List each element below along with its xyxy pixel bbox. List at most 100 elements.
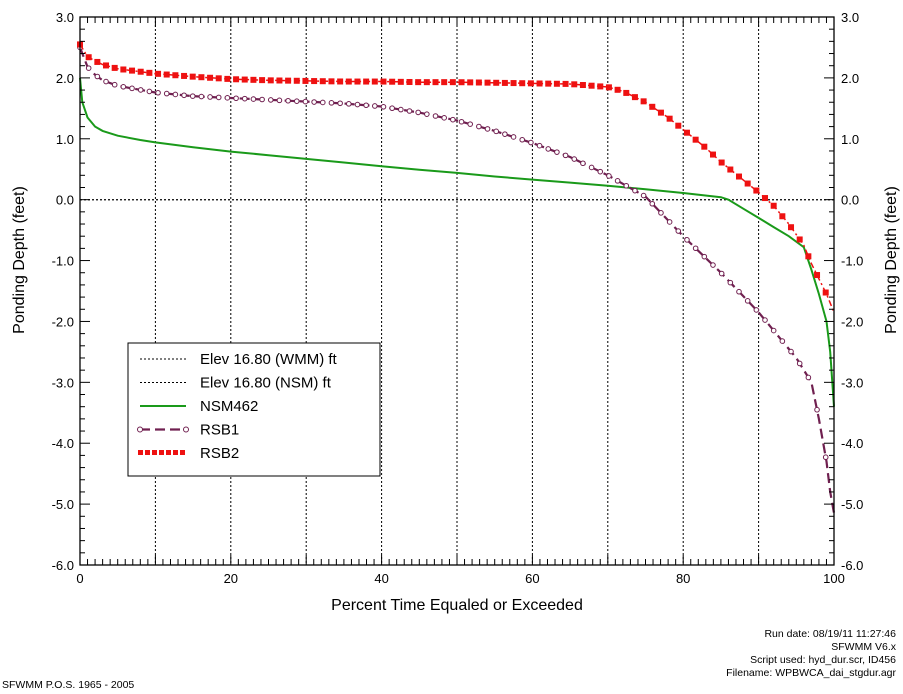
series-marker-rsb2	[397, 78, 404, 85]
series-marker-rsb1	[285, 97, 291, 104]
series-marker-rsb1	[389, 105, 395, 112]
script-used: Script used: hyd_dur.scr, ID456	[750, 654, 896, 666]
series-marker-rsb2	[579, 82, 586, 89]
series-marker-rsb2	[519, 80, 526, 87]
legend-label-rsb2: RSB2	[200, 445, 239, 462]
series-marker-rsb1	[250, 96, 257, 102]
series-marker-rsb1	[571, 156, 578, 162]
series-layer	[77, 41, 836, 514]
y-tick-label-right: 0.0	[841, 193, 859, 208]
series-marker-rsb1	[207, 94, 213, 100]
series-marker-rsb1	[675, 228, 682, 234]
series-marker-rsb2	[805, 253, 812, 260]
series-marker-rsb2	[354, 78, 361, 85]
model-version: SFWMM V6.x	[831, 641, 896, 653]
series-marker-rsb2	[155, 70, 162, 77]
series-marker-rsb2	[276, 77, 283, 84]
series-marker-rsb1	[129, 85, 135, 92]
series-marker-rsb2	[779, 213, 786, 220]
series-marker-rsb1	[380, 104, 387, 110]
series-marker-rsb1	[779, 338, 786, 344]
series-marker-rsb1	[276, 97, 283, 104]
series-marker-rsb2	[259, 77, 266, 84]
series-marker-rsb2	[311, 78, 318, 85]
legend-marker-rsb2	[173, 450, 178, 455]
series-marker-rsb1	[94, 73, 101, 80]
series-marker-rsb2	[328, 78, 335, 85]
series-marker-rsb1	[346, 101, 352, 107]
series-marker-rsb1	[805, 374, 812, 381]
series-marker-rsb2	[233, 76, 240, 83]
x-axis-label: Percent Time Equaled or Exceeded	[331, 597, 583, 614]
y-axis-label-left: Ponding Depth (feet)	[11, 186, 28, 334]
series-marker-rsb1	[536, 142, 543, 149]
series-marker-rsb1	[163, 90, 170, 97]
series-marker-rsb1	[562, 152, 569, 159]
y-tick-label-left: -6.0	[52, 558, 74, 573]
series-marker-rsb1	[510, 134, 517, 140]
series-marker-rsb2	[666, 115, 673, 122]
legend-marker-rsb1	[137, 426, 143, 433]
series-marker-rsb1	[718, 270, 725, 277]
series-marker-rsb1	[554, 149, 560, 155]
series-marker-rsb2	[449, 79, 456, 86]
series-marker-rsb2	[467, 79, 474, 86]
series-marker-rsb1	[441, 115, 447, 121]
series-marker-rsb2	[796, 236, 803, 243]
series-marker-rsb1	[415, 109, 421, 116]
series-marker-rsb2	[293, 77, 300, 84]
y-tick-label-left: -4.0	[52, 436, 74, 451]
series-marker-rsb1	[701, 253, 708, 260]
series-line-rsb1	[78, 47, 836, 514]
series-marker-rsb2	[406, 78, 413, 85]
series-marker-rsb1	[710, 262, 716, 268]
series-marker-rsb2	[250, 76, 257, 83]
series-marker-rsb1	[692, 245, 699, 252]
axes	[79, 16, 835, 566]
series-marker-rsb2	[788, 224, 795, 231]
series-marker-rsb2	[571, 81, 578, 88]
series-marker-rsb2	[111, 64, 118, 71]
y-tick-label-right: 1.0	[841, 132, 859, 147]
series-marker-rsb1	[770, 327, 777, 334]
series-marker-rsb1	[597, 168, 604, 175]
series-marker-rsb2	[675, 122, 682, 129]
series-marker-rsb2	[163, 71, 170, 78]
series-marker-rsb2	[683, 129, 690, 136]
series-marker-rsb1	[476, 123, 482, 130]
series-marker-rsb1	[189, 93, 196, 99]
legend-marker-rsb2	[138, 450, 143, 455]
series-marker-rsb2	[146, 69, 153, 76]
series-marker-rsb1	[484, 126, 491, 132]
series-marker-rsb2	[562, 80, 569, 87]
series-marker-rsb1	[502, 131, 508, 137]
legend: Elev 16.80 (WMM) ft Elev 16.80 (NSM) ft NS…	[127, 342, 381, 477]
series-marker-rsb2	[189, 73, 196, 80]
series-marker-rsb2	[770, 202, 777, 209]
series-marker-rsb2	[536, 80, 543, 87]
series-marker-rsb2	[337, 78, 344, 85]
series-marker-rsb2	[241, 76, 248, 83]
series-marker-rsb2	[692, 136, 699, 143]
legend-label-elev-16-80-nsm-ft: Elev 16.80 (NSM) ft	[200, 375, 332, 392]
series-marker-rsb2	[623, 89, 630, 96]
series-marker-rsb1	[528, 139, 534, 146]
series-marker-rsb1	[814, 406, 820, 413]
legend-marker-rsb2	[159, 450, 164, 455]
series-marker-rsb2	[709, 151, 716, 158]
series-marker-rsb2	[198, 74, 205, 81]
series-marker-rsb1	[796, 360, 803, 367]
series-marker-rsb2	[207, 74, 214, 81]
series-marker-rsb1	[545, 146, 552, 152]
x-tick-label: 20	[224, 571, 238, 586]
filename: Filename: WPBWCA_dai_stgdur.agr	[726, 667, 896, 679]
series-marker-rsb1	[493, 128, 500, 135]
series-marker-rsb2	[501, 79, 508, 86]
series-marker-rsb1	[640, 192, 647, 199]
series-marker-rsb1	[606, 173, 612, 179]
legend-marker-rsb1	[183, 426, 189, 433]
series-marker-rsb1	[233, 95, 239, 102]
series-marker-rsb1	[155, 89, 161, 96]
series-marker-rsb1	[406, 108, 413, 114]
series-marker-rsb1	[354, 101, 361, 108]
